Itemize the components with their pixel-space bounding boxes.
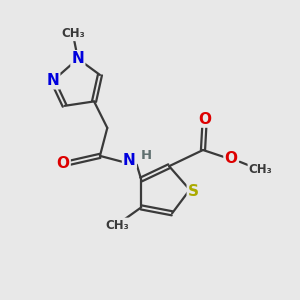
Text: CH₃: CH₃ [105,219,129,232]
Text: CH₃: CH₃ [248,163,272,176]
Text: O: O [57,156,70,171]
Text: O: O [198,112,211,127]
Text: S: S [188,184,199,199]
Text: CH₃: CH₃ [61,27,85,40]
Text: H: H [141,148,152,161]
Text: N: N [71,51,84,66]
Text: N: N [123,153,136,168]
Text: N: N [46,73,59,88]
Text: O: O [224,151,238,166]
